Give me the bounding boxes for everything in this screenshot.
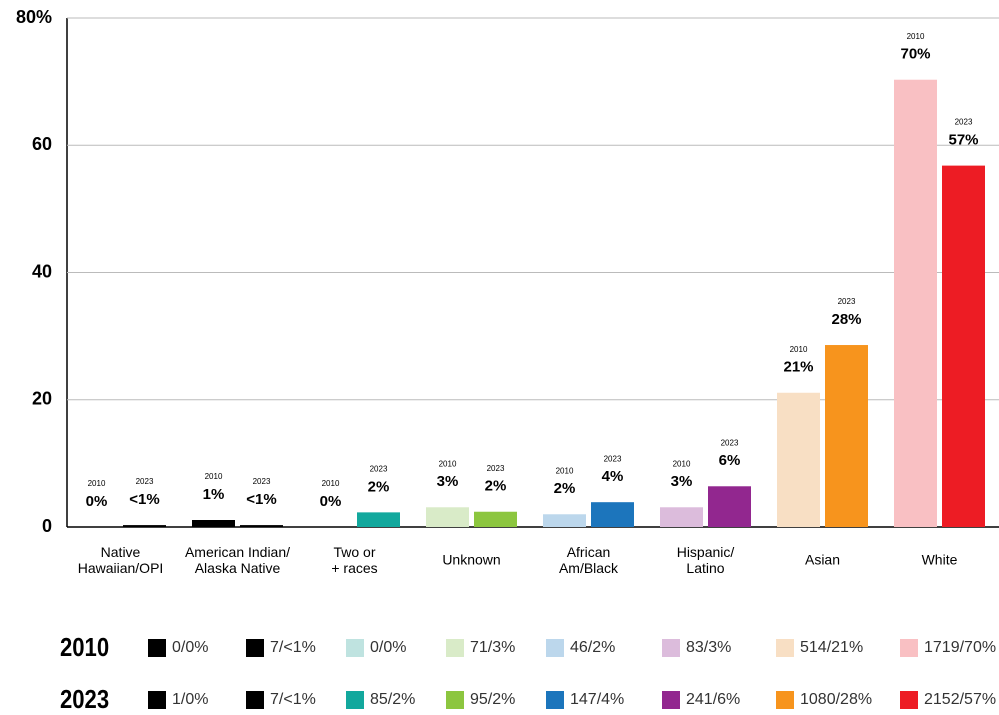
legend-swatch (346, 639, 364, 657)
y-tick-label: 60 (32, 134, 52, 154)
legend-count: 147/4% (570, 691, 624, 708)
bar (543, 514, 586, 527)
legend-count: 7/<1% (270, 691, 316, 708)
bar (894, 79, 937, 527)
legend-count: 0/0% (370, 639, 406, 656)
x-tick-label: Native Hawaiian/OPI (78, 544, 164, 576)
legend-row-label: 2010 (60, 633, 109, 662)
value-label: 4% (602, 468, 624, 485)
legend-swatch (662, 691, 680, 709)
value-label: 1% (203, 486, 225, 503)
value-label: 0% (320, 493, 342, 510)
legend-count: 83/3% (686, 639, 731, 656)
legend-count: 1080/28% (800, 691, 872, 708)
legend-swatch (546, 691, 564, 709)
legend-swatch (900, 639, 918, 657)
series-label: 2023 (136, 477, 154, 486)
legend-swatch (900, 691, 918, 709)
bar (708, 486, 751, 527)
bar (660, 507, 703, 527)
legend-swatch (346, 691, 364, 709)
x-tick-label: Hispanic/Latino (677, 544, 735, 576)
series-label: 2010 (322, 479, 340, 488)
y-tick-label: 80% (16, 7, 52, 27)
bar (123, 525, 166, 527)
series-label: 2010 (439, 459, 457, 468)
series-label: 2023 (838, 297, 856, 306)
x-tick-label: Unknown (442, 552, 500, 568)
legend-count: 1719/70% (924, 639, 996, 656)
y-tick-label: 20 (32, 389, 52, 409)
bar (942, 165, 985, 528)
series-label: 2010 (673, 459, 691, 468)
series-label: 2023 (955, 118, 973, 127)
bar (474, 511, 517, 527)
value-label: 3% (437, 473, 459, 490)
series-label: 2023 (721, 438, 739, 447)
value-label: 3% (671, 473, 693, 490)
value-label: 2% (554, 480, 576, 497)
series-label: 2010 (88, 479, 106, 488)
series-label: 2023 (253, 477, 271, 486)
legend-swatch (776, 639, 794, 657)
series-label: 2023 (604, 454, 622, 463)
legend-swatch (246, 691, 264, 709)
series-label: 2010 (790, 345, 808, 354)
legend-swatch (246, 639, 264, 657)
x-tick-label: Two or + races (331, 544, 377, 576)
x-tick-label: Asian (805, 552, 840, 568)
value-label: 6% (719, 452, 741, 469)
value-label: 21% (783, 359, 813, 376)
legend-swatch (446, 639, 464, 657)
value-label: 2% (368, 478, 390, 495)
legend-swatch (446, 691, 464, 709)
legend-swatch (148, 639, 166, 657)
legend-count: 1/0% (172, 691, 208, 708)
legend-count: 514/21% (800, 639, 863, 656)
value-label: <1% (129, 491, 159, 508)
legend-count: 0/0% (172, 639, 208, 656)
value-label: 0% (86, 493, 108, 510)
bar (357, 512, 400, 527)
legend-swatch (148, 691, 166, 709)
series-label: 2010 (556, 466, 574, 475)
bar (825, 345, 868, 527)
bar (240, 525, 283, 527)
bar (426, 507, 469, 527)
value-label: 2% (485, 478, 507, 495)
legend-count: 85/2% (370, 691, 415, 708)
bar (777, 392, 820, 527)
legend-swatch (776, 691, 794, 709)
legend-swatch (546, 639, 564, 657)
y-tick-label: 0 (42, 516, 52, 536)
series-label: 2023 (370, 464, 388, 473)
value-label: 70% (900, 46, 930, 63)
legend-swatch (662, 639, 680, 657)
y-tick-label: 40 (32, 261, 52, 281)
x-tick-label: African Am/Black (559, 544, 619, 576)
legend-count: 71/3% (470, 639, 515, 656)
series-label: 2010 (907, 32, 925, 41)
legend-row-label: 2023 (60, 685, 109, 714)
series-label: 2010 (205, 472, 223, 481)
value-label: 28% (831, 311, 861, 328)
legend-count: 46/2% (570, 639, 615, 656)
bar (192, 520, 235, 527)
legend-count: 2152/57% (924, 691, 996, 708)
value-label: 57% (948, 132, 978, 149)
value-label: <1% (246, 491, 276, 508)
legend-count: 241/6% (686, 691, 740, 708)
x-tick-label: White (922, 552, 958, 568)
bar (591, 502, 634, 527)
series-label: 2023 (487, 464, 505, 473)
legend-count: 7/<1% (270, 639, 316, 656)
legend-count: 95/2% (470, 691, 515, 708)
x-tick-label: American Indian/Alaska Native (185, 544, 290, 576)
